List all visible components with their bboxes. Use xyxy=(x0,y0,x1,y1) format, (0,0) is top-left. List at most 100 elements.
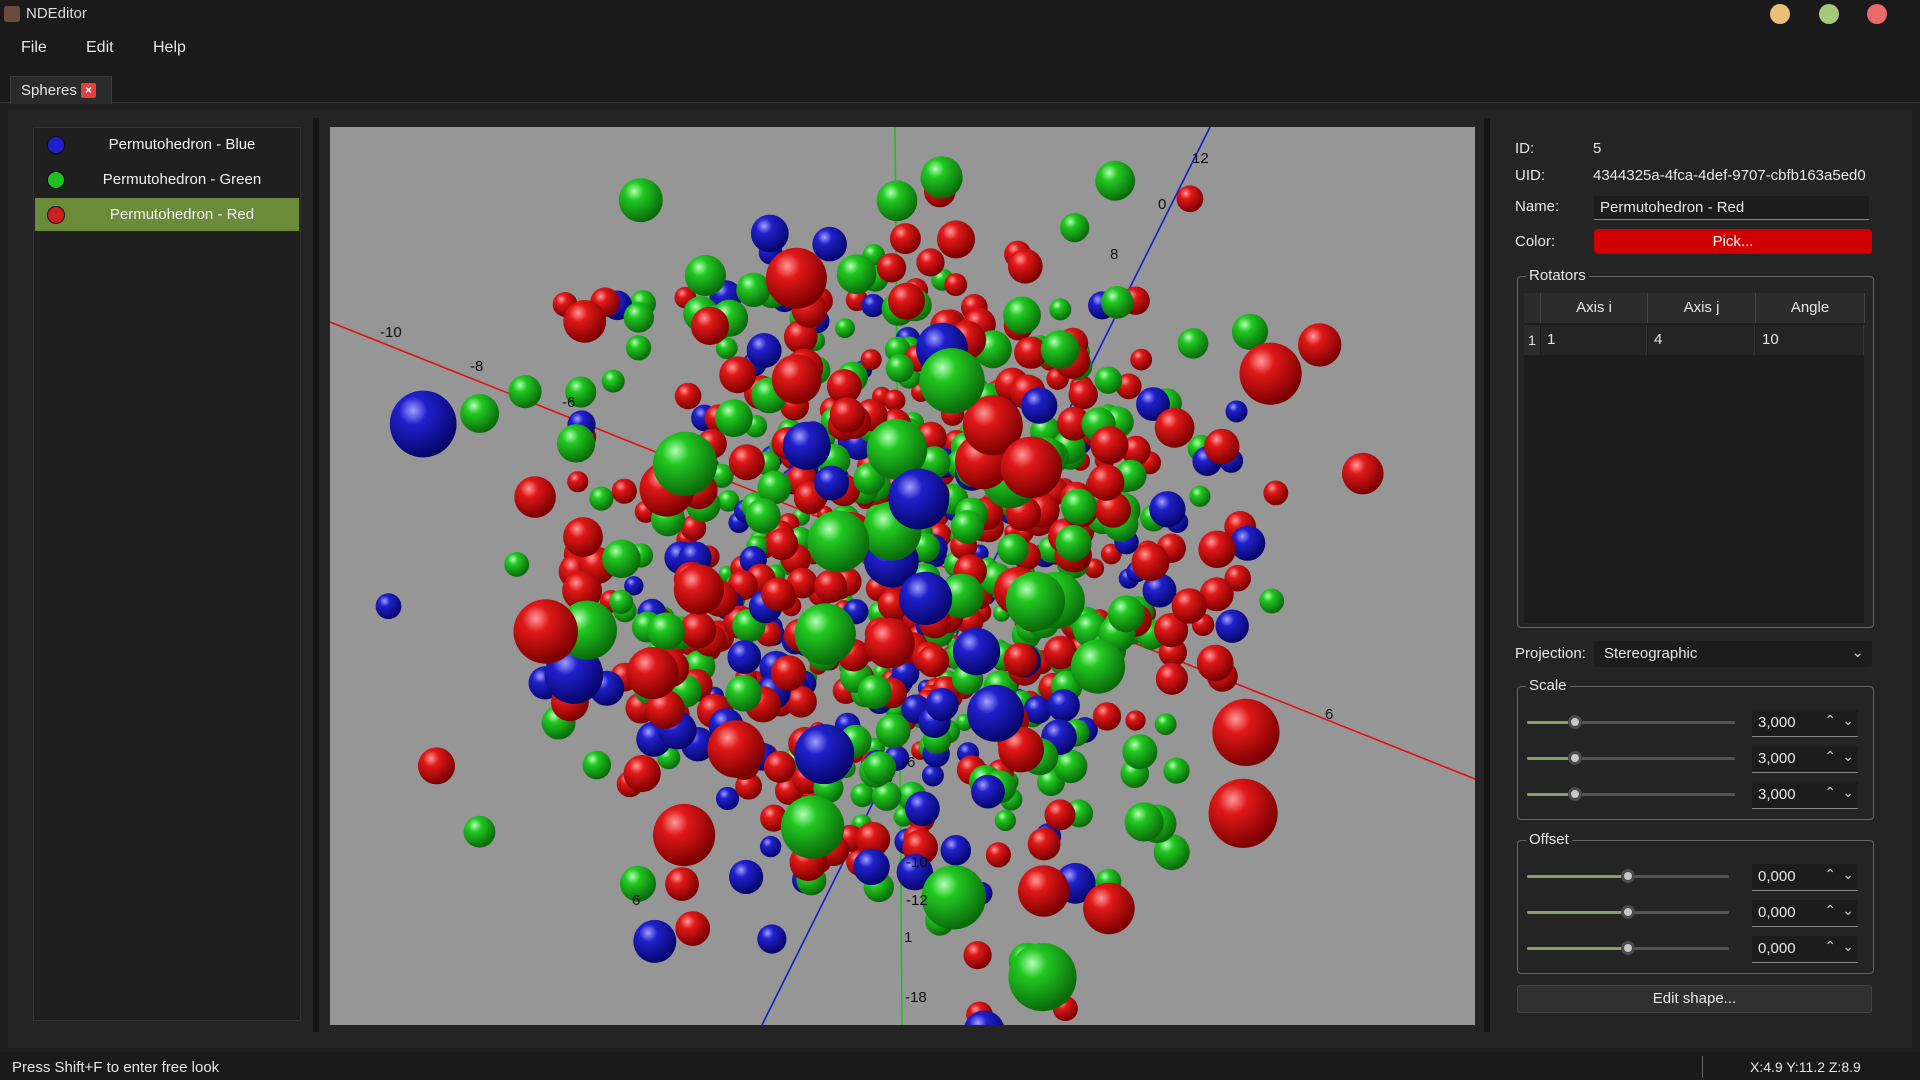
minimize-button[interactable] xyxy=(1770,4,1790,24)
chevron-up-icon[interactable]: ⌃ xyxy=(1824,784,1836,800)
edit-shape-button[interactable]: Edit shape... xyxy=(1517,985,1872,1013)
tab-spheres[interactable]: Spheres × xyxy=(10,76,112,104)
blue-sphere xyxy=(716,786,740,811)
menu-bar: File Edit Help xyxy=(0,28,1920,70)
green-sphere xyxy=(1189,485,1211,507)
green-sphere xyxy=(582,750,612,780)
green-sphere xyxy=(1122,734,1158,770)
blue-sphere xyxy=(746,333,782,368)
red-sphere xyxy=(418,747,455,785)
cell-angle[interactable]: 10 xyxy=(1756,325,1864,355)
red-sphere xyxy=(771,354,822,405)
chevron-down-icon[interactable]: ⌄ xyxy=(1842,938,1854,954)
blue-sphere xyxy=(1142,573,1177,608)
red-sphere xyxy=(567,471,589,493)
red-sphere xyxy=(889,223,921,255)
red-sphere xyxy=(623,754,661,793)
blue-sphere xyxy=(861,293,885,318)
scale-slider-track[interactable] xyxy=(1527,757,1735,760)
chevron-down-icon[interactable]: ⌄ xyxy=(1842,748,1854,764)
header-angle[interactable]: Angle xyxy=(1756,293,1865,323)
offset-slider-handle[interactable] xyxy=(1621,905,1635,919)
green-sphere xyxy=(919,348,985,414)
axis-tick-label: 12 xyxy=(1192,150,1209,167)
red-sphere xyxy=(1198,530,1236,569)
left-splitter[interactable] xyxy=(313,118,319,1032)
id-label: ID: xyxy=(1515,140,1535,157)
right-splitter[interactable] xyxy=(1484,118,1490,1032)
chevron-down-icon[interactable]: ⌄ xyxy=(1842,784,1854,800)
cell-axis-j[interactable]: 4 xyxy=(1648,325,1755,355)
axis-tick-label: -10 xyxy=(380,324,402,341)
chevron-down-icon[interactable]: ⌄ xyxy=(1842,902,1854,918)
sphere-scene[interactable]: 12 0 8 -10 -8 -6 6 -6 -10 -12 -18 6 1 xyxy=(330,127,1475,1025)
chevron-up-icon[interactable]: ⌃ xyxy=(1824,712,1836,728)
red-sphere xyxy=(766,528,799,561)
header-axis-j[interactable]: Axis j xyxy=(1648,293,1756,323)
red-sphere xyxy=(514,476,556,518)
green-sphere xyxy=(1094,366,1122,394)
name-field[interactable] xyxy=(1594,196,1869,220)
close-icon[interactable]: × xyxy=(81,83,96,98)
offset-spinbox[interactable]: 0,000 ⌃ ⌄ xyxy=(1752,936,1858,963)
red-sphere xyxy=(763,750,796,783)
rotators-table[interactable]: Axis i Axis j Angle 1 1 4 10 xyxy=(1524,293,1865,623)
axis-labels: 12 0 8 -10 -8 -6 6 -6 -10 -12 -18 6 1 xyxy=(380,150,1333,1006)
green-sphere xyxy=(875,713,911,749)
maximize-button[interactable] xyxy=(1819,4,1839,24)
shape-item-red[interactable]: Permutohedron - Red xyxy=(35,198,299,231)
menu-file[interactable]: File xyxy=(21,39,47,56)
scale-spinbox[interactable]: 3,000 ⌃ ⌄ xyxy=(1752,746,1858,773)
scale-slider-handle[interactable] xyxy=(1567,787,1582,801)
close-button[interactable] xyxy=(1867,4,1887,24)
green-sphere xyxy=(602,539,641,579)
header-axis-i[interactable]: Axis i xyxy=(1541,293,1648,323)
scale-value: 3,000 xyxy=(1758,714,1796,731)
red-sphere xyxy=(855,821,891,857)
projection-select[interactable]: Stereographic ⌄ xyxy=(1594,641,1872,667)
blue-sphere xyxy=(794,724,855,785)
green-sphere xyxy=(460,394,500,433)
red-sphere xyxy=(1015,336,1048,369)
axis-tick-label: 1 xyxy=(904,929,912,946)
scale-slider-track[interactable] xyxy=(1527,793,1735,796)
menu-help[interactable]: Help xyxy=(153,39,186,56)
offset-title: Offset xyxy=(1526,831,1572,848)
blue-sphere xyxy=(899,571,953,625)
green-sphere xyxy=(950,510,985,544)
chevron-down-icon[interactable]: ⌄ xyxy=(1842,866,1854,882)
scale-spinbox[interactable]: 3,000 ⌃ ⌄ xyxy=(1752,710,1858,737)
chevron-down-icon[interactable]: ⌄ xyxy=(1842,712,1854,728)
red-sphere xyxy=(1154,407,1195,448)
menu-edit[interactable]: Edit xyxy=(86,39,114,56)
chevron-up-icon[interactable]: ⌃ xyxy=(1824,866,1836,882)
green-sphere xyxy=(1060,213,1090,243)
red-sphere xyxy=(785,686,817,718)
offset-slider-handle[interactable] xyxy=(1621,941,1635,955)
3d-viewport[interactable]: 12 0 8 -10 -8 -6 6 -6 -10 -12 -18 6 1 xyxy=(330,127,1475,1025)
chevron-up-icon[interactable]: ⌃ xyxy=(1824,748,1836,764)
blue-sphere xyxy=(921,764,944,787)
offset-spinbox[interactable]: 0,000 ⌃ ⌄ xyxy=(1752,864,1858,891)
red-sphere xyxy=(1154,613,1189,648)
red-sphere xyxy=(1342,452,1384,495)
green-sphere xyxy=(653,431,718,496)
shape-item-green[interactable]: Permutohedron - Green xyxy=(35,163,299,196)
scale-slider-track[interactable] xyxy=(1527,721,1735,724)
scale-slider-handle[interactable] xyxy=(1567,751,1582,765)
spheres-group xyxy=(375,156,1384,1025)
green-sphere xyxy=(994,809,1017,832)
shape-item-blue[interactable]: Permutohedron - Blue xyxy=(35,128,299,161)
cell-axis-i[interactable]: 1 xyxy=(1541,325,1647,355)
scale-slider-handle[interactable] xyxy=(1567,715,1582,729)
scale-spinbox[interactable]: 3,000 ⌃ ⌄ xyxy=(1752,782,1858,809)
offset-spinbox[interactable]: 0,000 ⌃ ⌄ xyxy=(1752,900,1858,927)
color-pick-button[interactable]: Pick... xyxy=(1594,229,1872,254)
red-sphere xyxy=(675,911,711,946)
offset-slider-handle[interactable] xyxy=(1621,869,1635,883)
offset-slider-fill xyxy=(1527,875,1628,878)
row-header[interactable]: 1 xyxy=(1524,325,1540,355)
red-sphere xyxy=(1239,342,1302,405)
chevron-up-icon[interactable]: ⌃ xyxy=(1824,902,1836,918)
chevron-up-icon[interactable]: ⌃ xyxy=(1824,938,1836,954)
